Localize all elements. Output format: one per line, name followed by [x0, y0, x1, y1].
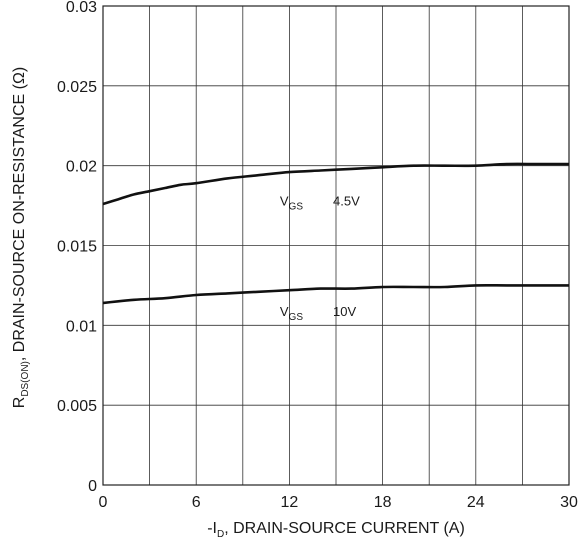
y-tick-label: 0.01 — [66, 318, 97, 335]
x-tick-label: 6 — [192, 494, 201, 511]
x-tick-labels: 0 6 12 18 24 30 — [99, 494, 578, 511]
y-tick-labels: 0 0.005 0.01 0.015 0.02 0.025 0.03 — [57, 0, 97, 495]
x-tick-label: 18 — [374, 494, 392, 511]
plot-frame — [102, 5, 570, 486]
annotations: VGS 4.5V VGS 10V — [280, 194, 360, 323]
y-tick-label: 0.03 — [66, 0, 97, 16]
series-annotation-value: 10V — [333, 304, 356, 319]
series-annotation-value: 4.5V — [333, 194, 360, 209]
y-tick-label: 0 — [88, 478, 97, 495]
grid — [102, 5, 570, 486]
y-axis-title: RDS(ON), DRAIN-SOURCE ON-RESISTANCE (Ω) — [11, 67, 31, 408]
x-axis-title: -ID, DRAIN-SOURCE CURRENT (A) — [207, 520, 465, 540]
x-tick-label: 30 — [560, 494, 578, 511]
series-line-2 — [102, 284, 569, 305]
series-layer — [102, 162, 569, 305]
series-line-1 — [102, 162, 569, 206]
y-tick-label: 0.015 — [57, 239, 97, 256]
y-tick-label: 0.02 — [66, 159, 97, 176]
series-annotation-label: VGS — [280, 304, 303, 323]
series-annotation-label: VGS — [280, 194, 303, 213]
y-tick-label: 0.005 — [57, 398, 97, 415]
x-tick-label: 0 — [99, 494, 108, 511]
x-tick-label: 24 — [467, 494, 485, 511]
y-tick-label: 0.025 — [57, 79, 97, 96]
x-tick-label: 12 — [281, 494, 299, 511]
